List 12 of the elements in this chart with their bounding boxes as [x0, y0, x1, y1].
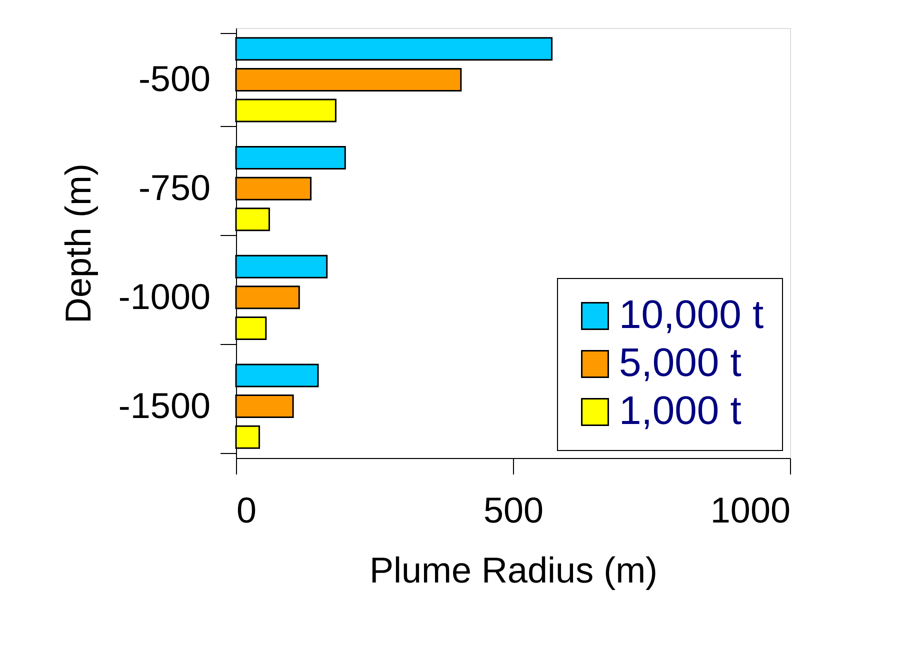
y-tick-label: -1500 [118, 384, 210, 426]
x-tick-label: 0 [236, 490, 257, 530]
x-tick-label: 500 [483, 490, 544, 530]
x-tick-label: 1000 [710, 490, 790, 530]
legend-label: 10,000 t [619, 293, 764, 337]
y-tick-label: -750 [138, 167, 210, 208]
legend-label: 1,000 t [619, 389, 742, 433]
y-tick-label: -500 [138, 58, 210, 100]
y-axis-title: Depth (m) [57, 163, 98, 324]
legend-label: 5,000 t [619, 341, 742, 385]
x-axis-title: Plume Radius (m) [369, 550, 658, 590]
y-tick-label: -1000 [118, 276, 210, 317]
